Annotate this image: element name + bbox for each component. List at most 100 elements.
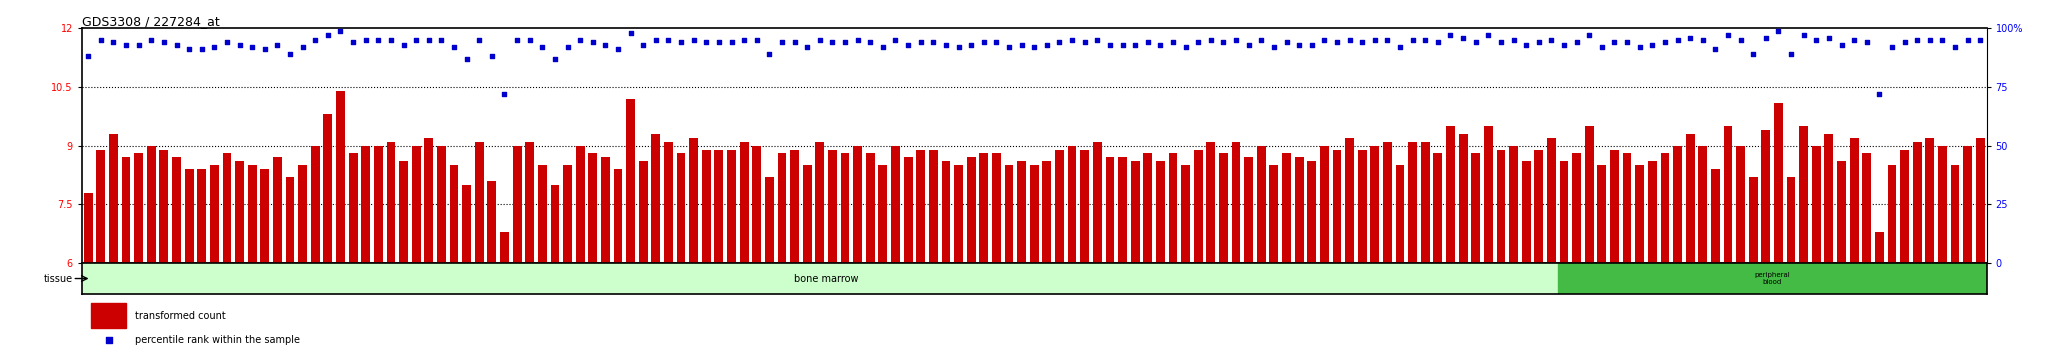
Bar xyxy=(92,303,125,328)
Point xyxy=(551,44,584,50)
Point xyxy=(1270,40,1303,45)
Point xyxy=(1837,37,1870,43)
Bar xyxy=(1434,153,1442,263)
Bar xyxy=(1294,157,1303,263)
Bar xyxy=(524,142,535,263)
Point xyxy=(375,37,408,43)
Point xyxy=(211,40,244,45)
Point xyxy=(1069,40,1102,45)
Bar xyxy=(248,165,256,263)
Bar xyxy=(412,145,420,263)
Bar xyxy=(1661,153,1669,263)
Point xyxy=(1346,40,1378,45)
Point xyxy=(1509,42,1542,47)
Point xyxy=(1712,33,1745,38)
Bar xyxy=(1055,149,1063,263)
Bar xyxy=(1333,149,1341,263)
Point xyxy=(905,40,938,45)
Point xyxy=(500,37,532,43)
Bar xyxy=(930,149,938,263)
Point xyxy=(702,40,735,45)
Bar xyxy=(588,153,598,263)
Bar xyxy=(1888,165,1896,263)
Bar xyxy=(1257,145,1266,263)
Point xyxy=(199,44,231,50)
Point xyxy=(727,37,760,43)
Point xyxy=(1700,47,1733,52)
Bar xyxy=(1231,142,1241,263)
Point xyxy=(1294,42,1327,47)
Point xyxy=(1397,37,1430,43)
Text: transformed count: transformed count xyxy=(135,310,225,321)
Point xyxy=(891,42,924,47)
Point xyxy=(602,47,635,52)
Point xyxy=(1649,40,1681,45)
Bar xyxy=(1270,165,1278,263)
Bar xyxy=(803,165,811,263)
Bar xyxy=(575,145,584,263)
Bar xyxy=(614,169,623,263)
Bar xyxy=(424,138,434,263)
Point xyxy=(336,40,369,45)
Point xyxy=(930,42,963,47)
Bar xyxy=(766,177,774,263)
Bar xyxy=(463,185,471,263)
Bar xyxy=(1169,153,1178,263)
Bar xyxy=(1937,145,1948,263)
Bar xyxy=(1030,165,1038,263)
Bar xyxy=(1282,153,1290,263)
Point xyxy=(967,40,999,45)
Bar xyxy=(1155,161,1165,263)
Point xyxy=(1358,37,1391,43)
Bar xyxy=(866,153,874,263)
Bar xyxy=(1395,165,1405,263)
Point xyxy=(1497,37,1530,43)
Bar xyxy=(299,165,307,263)
Point xyxy=(1130,40,1163,45)
Bar xyxy=(1546,138,1556,263)
Bar xyxy=(109,134,119,263)
Bar xyxy=(1006,165,1014,263)
Bar xyxy=(1724,126,1733,263)
Point xyxy=(815,40,848,45)
Point xyxy=(223,42,256,47)
Point xyxy=(690,40,723,45)
Bar xyxy=(954,165,963,263)
Bar xyxy=(1976,138,1985,263)
Point xyxy=(147,40,180,45)
Bar xyxy=(1534,149,1544,263)
Point xyxy=(1118,42,1151,47)
Point xyxy=(236,44,268,50)
Point xyxy=(1106,42,1139,47)
Point xyxy=(1321,40,1354,45)
Bar xyxy=(1018,161,1026,263)
Point xyxy=(412,37,444,43)
Bar xyxy=(903,157,913,263)
Point xyxy=(299,37,332,43)
Bar xyxy=(1106,157,1114,263)
Bar xyxy=(1094,142,1102,263)
Bar xyxy=(639,161,647,263)
Bar xyxy=(891,145,899,263)
Point xyxy=(1864,91,1896,97)
Point xyxy=(186,47,219,52)
Point xyxy=(1761,28,1794,34)
Bar xyxy=(600,157,610,263)
Bar xyxy=(827,149,838,263)
Bar xyxy=(1913,142,1921,263)
Bar xyxy=(1042,161,1051,263)
Point xyxy=(678,37,711,43)
Text: percentile rank within the sample: percentile rank within the sample xyxy=(135,335,301,345)
Bar xyxy=(1370,145,1378,263)
Point xyxy=(1776,51,1808,57)
Point xyxy=(1421,40,1454,45)
Point xyxy=(1661,37,1694,43)
Point xyxy=(160,42,193,47)
Bar xyxy=(1634,165,1645,263)
Bar xyxy=(1837,161,1845,263)
Bar xyxy=(272,157,283,263)
Text: GDS3308 / 227284_at: GDS3308 / 227284_at xyxy=(82,15,219,28)
Point xyxy=(1370,37,1403,43)
Bar xyxy=(487,181,496,263)
Point xyxy=(1585,44,1618,50)
